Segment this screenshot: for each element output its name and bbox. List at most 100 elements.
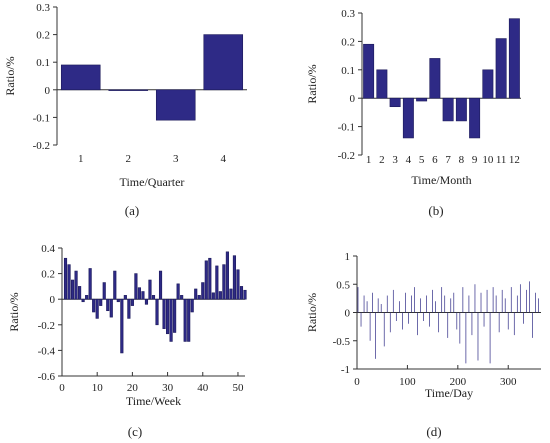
y-tick-label: 0 <box>45 85 51 97</box>
data-bar <box>243 289 247 300</box>
y-axis-title: Ratio/% <box>3 56 17 95</box>
data-bar <box>183 298 187 342</box>
x-axis-title: Time/Week <box>126 394 181 408</box>
data-bar <box>99 298 103 306</box>
data-bar <box>429 58 441 99</box>
y-axis-title: Ratio/% <box>305 64 319 103</box>
x-tick-label: 3 <box>392 154 398 166</box>
y-axis-title: Ratio/% <box>7 292 21 331</box>
data-bar <box>176 283 180 300</box>
x-tick-label: 2 <box>126 153 132 165</box>
x-tick-label: 30 <box>162 382 174 394</box>
x-tick-label: 10 <box>482 154 494 166</box>
y-tick-label: -0.1 <box>338 122 355 134</box>
data-bar <box>113 270 117 300</box>
data-bar <box>229 288 233 300</box>
x-tick-label: 9 <box>472 154 478 166</box>
x-tick-label: 200 <box>450 376 467 388</box>
x-tick-label: 7 <box>445 154 451 166</box>
x-axis-title: Time/Day <box>425 386 473 400</box>
data-bar <box>134 273 138 300</box>
data-bar <box>169 298 173 342</box>
y-tick-label: 0 <box>350 93 356 105</box>
chart-panel-b: -0.2-0.100.10.20.31 2 3 4 5 6 7 8 9 10 11 12Time/Mo… <box>305 8 521 218</box>
x-axis-title: Time/Quarter <box>120 175 185 189</box>
y-tick-label: 0.3 <box>36 2 50 14</box>
x-tick-label: 5 <box>419 154 425 166</box>
y-tick-label: 0.1 <box>341 65 355 77</box>
data-bar <box>85 295 89 300</box>
data-bar <box>102 282 106 300</box>
y-tick-label: 0.5 <box>336 279 350 291</box>
y-tick-label: 0.1 <box>36 57 50 69</box>
x-tick-label: 300 <box>500 376 517 388</box>
data-bar <box>201 282 205 300</box>
data-bar <box>236 269 240 300</box>
panel-caption: (b) <box>428 203 443 218</box>
x-tick-label: 1 <box>78 153 84 165</box>
data-bar <box>363 43 375 99</box>
x-tick-label: 11 <box>496 154 507 166</box>
data-bar <box>106 298 110 312</box>
x-tick-label: 12 <box>509 154 520 166</box>
data-bar <box>442 97 454 122</box>
y-tick-label: -0.1 <box>33 112 50 124</box>
data-bar <box>120 298 124 354</box>
data-bar <box>402 97 414 139</box>
y-tick-label: 1 <box>345 251 351 263</box>
data-bar <box>376 69 388 99</box>
y-tick-label: -0.4 <box>38 345 56 357</box>
y-tick-label: 0 <box>345 308 351 320</box>
data-bar <box>482 69 494 99</box>
chart-panel-a: -0.2 -0.1 0 0.1 0.2 0.3 1 2 3 4 Time/Quarter Ratio/… <box>3 2 247 218</box>
data-bar <box>218 291 222 300</box>
data-bar <box>109 298 113 318</box>
data-bar <box>203 34 244 91</box>
data-bar <box>469 97 481 139</box>
data-bar <box>194 288 198 300</box>
x-tick-label: 3 <box>173 153 179 165</box>
x-tick-label: 4 <box>406 154 412 166</box>
x-tick-label: 10 <box>92 382 104 394</box>
data-bar <box>151 295 156 300</box>
x-tick-label: 40 <box>197 382 209 394</box>
y-tick-label: 0.2 <box>341 36 355 48</box>
data-bar <box>78 286 82 300</box>
data-bar <box>416 97 428 102</box>
data-bar <box>74 270 78 300</box>
y-tick-label: -0.6 <box>38 371 56 383</box>
x-tick-label: 6 <box>432 154 438 166</box>
data-bar <box>108 89 149 91</box>
data-bar <box>222 264 226 300</box>
y-axis-title: Ratio/% <box>305 293 319 332</box>
x-tick-label: 100 <box>399 376 416 388</box>
x-tick-label: 2 <box>379 154 385 166</box>
y-tick-label: -0.2 <box>38 320 55 332</box>
x-tick-label: 20 <box>127 382 139 394</box>
data-bar <box>215 265 219 300</box>
data-bar <box>81 298 85 303</box>
y-tick-label: -1 <box>341 364 350 376</box>
data-bar <box>148 279 152 300</box>
data-bar <box>63 257 68 300</box>
data-bar <box>123 295 127 300</box>
data-bar <box>211 292 215 300</box>
data-bar <box>455 97 467 122</box>
data-bar <box>232 255 237 300</box>
data-bar <box>155 89 196 121</box>
data-bar <box>92 298 96 313</box>
data-bar <box>162 298 166 329</box>
y-tick-label: 0.2 <box>36 30 50 42</box>
data-bar <box>190 298 194 313</box>
x-tick-label: 8 <box>459 154 465 166</box>
y-tick-label: 0 <box>50 294 56 306</box>
data-bar <box>127 298 131 319</box>
data-bar <box>130 298 134 306</box>
y-tick-label: -0.2 <box>338 150 355 162</box>
data-bar <box>116 298 120 303</box>
chart-panel-d: -1 -0.5 0 0.5 1 0 100 200 300 Time/Day Ratio/% (d) <box>305 251 541 439</box>
data-bar <box>158 270 163 300</box>
y-tick-label: 0.2 <box>41 269 55 281</box>
data-bar <box>60 64 101 91</box>
x-axis-title: Time/Month <box>411 173 471 187</box>
